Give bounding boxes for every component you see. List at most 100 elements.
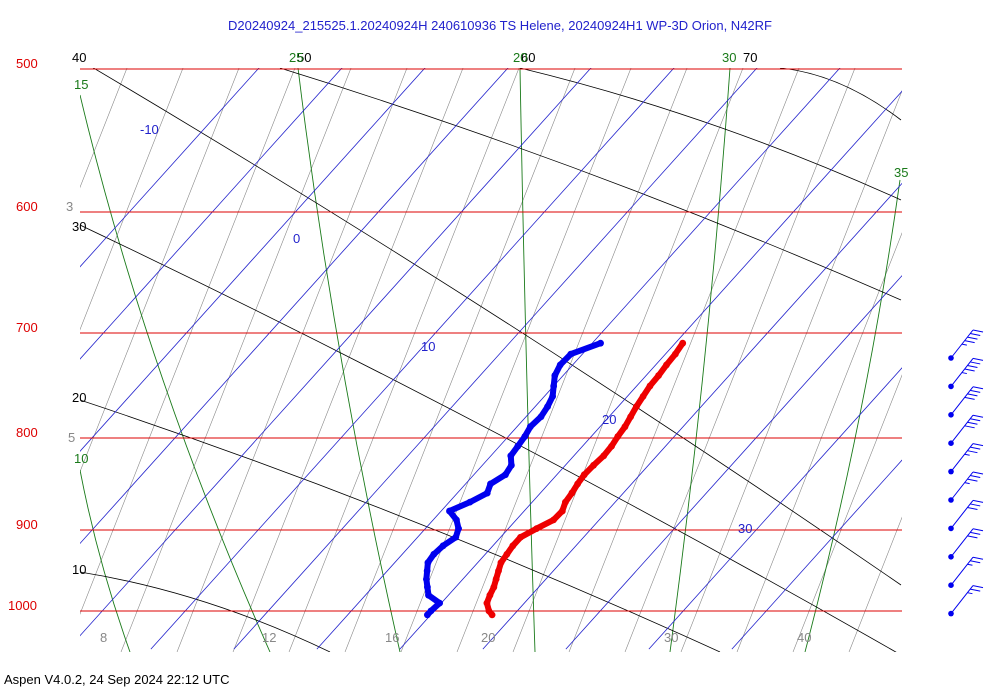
- isotherm-line: [233, 68, 758, 650]
- dry-adiabat-label: 20: [72, 390, 86, 405]
- dewpoint-point: [436, 599, 444, 607]
- temperature-point: [495, 567, 502, 575]
- wind-barb-flag: [967, 506, 978, 510]
- moist-adiabat-label: 15: [74, 77, 88, 92]
- moist-adiabat-line: [519, 68, 536, 652]
- wind-barb-flag: [970, 333, 981, 337]
- wind-barb-flag: [970, 389, 981, 393]
- temperature-point: [497, 559, 505, 567]
- dry-adiabat-label: 10: [72, 562, 86, 577]
- dewpoint-point: [483, 489, 491, 497]
- wind-barb: [948, 357, 984, 390]
- wind-barb-flag: [972, 443, 984, 447]
- temperature-point: [492, 575, 500, 583]
- moist-adiabat-label: 35: [894, 165, 908, 180]
- mixing-ratio-label: 40: [797, 630, 811, 645]
- wind-barb: [948, 329, 984, 361]
- pressure-label: 900: [16, 517, 38, 532]
- isotherm-lines: [80, 68, 902, 650]
- temperature-trace: [483, 340, 686, 618]
- dewpoint-point: [425, 591, 432, 599]
- mixing-ratio-line: [80, 68, 128, 189]
- moist-adiabat-line: [669, 68, 731, 652]
- dry-adiabat-lines: [80, 68, 902, 652]
- pressure-label: 500: [16, 56, 38, 71]
- temperature-point: [558, 507, 566, 515]
- temperature-point: [517, 533, 524, 541]
- temperature-point: [580, 471, 588, 479]
- dewpoint-point: [453, 516, 460, 524]
- wind-barb-flag: [964, 425, 975, 429]
- isotherm-line: [150, 68, 675, 650]
- isotherm-label: 10: [421, 339, 435, 354]
- isotherm-line: [482, 182, 902, 650]
- temperature-point: [488, 611, 496, 619]
- mixing-ratio-line: [344, 68, 576, 652]
- temperature-point: [486, 591, 494, 599]
- dewpoint-point: [466, 498, 474, 506]
- axis-labels: 500 600 700 800 900 1000 -10 0 10 20 30 40 50 60 70 30 2…: [8, 50, 908, 645]
- temperature-point: [574, 480, 582, 488]
- wind-barb-staff: [950, 585, 974, 614]
- moist-adiabat-line: [297, 68, 401, 652]
- wind-barb-staff: [950, 556, 974, 586]
- wind-barb: [948, 471, 984, 503]
- temperature-point: [646, 382, 654, 390]
- wind-barb-flag: [970, 418, 981, 422]
- wind-barb-flag: [970, 560, 981, 564]
- isotherm-line: [80, 68, 343, 360]
- isotherm-label: 20: [602, 412, 616, 427]
- dewpoint-point: [597, 339, 604, 347]
- wind-barb-flag: [972, 528, 984, 532]
- wind-barb-flag: [972, 414, 984, 418]
- temperature-point: [509, 542, 517, 550]
- dewpoint-point: [487, 480, 494, 488]
- dewpoint-point: [452, 533, 460, 541]
- isotherm-line: [316, 68, 841, 650]
- wind-barb-flag: [967, 421, 978, 425]
- wind-barb-flag: [967, 336, 978, 340]
- moist-adiabat-line: [80, 94, 271, 652]
- dry-adiabat-line: [519, 68, 902, 201]
- temperature-point: [679, 339, 687, 347]
- dewpoint-point: [439, 542, 447, 550]
- mixing-ratio-line: [80, 68, 296, 615]
- temperature-point: [568, 489, 576, 497]
- mixing-ratio-label: 5: [68, 430, 75, 445]
- isotherm-line: [731, 459, 902, 650]
- dewpoint-point: [423, 575, 430, 583]
- dewpoint-point: [544, 403, 551, 411]
- mixing-ratio-line: [568, 68, 800, 652]
- isotherm-line: [80, 68, 592, 637]
- mixing-ratio-line: [0, 68, 15, 652]
- temperature-point: [632, 403, 640, 411]
- wind-barb: [948, 556, 984, 588]
- wind-barb-half: [964, 482, 970, 485]
- wind-barb-flag: [972, 357, 984, 361]
- mixing-ratio-label: 16: [385, 630, 399, 645]
- dry-adiabat-line: [80, 224, 897, 652]
- temperature-point: [655, 372, 662, 379]
- dewpoint-point: [446, 507, 453, 515]
- wind-barb-flag: [967, 535, 978, 539]
- mixing-ratio-line: [792, 374, 902, 652]
- dewpoint-point: [502, 471, 509, 479]
- dewpoint-trace: [423, 340, 604, 618]
- dry-adiabat-label: 70: [743, 50, 757, 65]
- wind-barb-flag: [972, 585, 984, 589]
- wind-barb-half: [961, 343, 967, 346]
- wind-barb-half: [961, 372, 967, 375]
- dewpoint-point: [550, 382, 558, 390]
- chart-title: D20240924_215525.1.20240924H 240610936 T…: [228, 18, 772, 33]
- dewpoint-point: [430, 550, 438, 558]
- mixing-ratio-line: [512, 68, 744, 652]
- moist-adiabat-label: 10: [74, 451, 88, 466]
- wind-barb-flag: [964, 340, 975, 344]
- mixing-ratio-label: 20: [481, 630, 495, 645]
- isotherm-line: [80, 68, 426, 452]
- dry-adiabat-label: 30: [72, 219, 86, 234]
- dewpoint-point: [423, 567, 431, 575]
- mixing-ratio-line: [736, 232, 902, 652]
- wind-barb-staff: [950, 386, 974, 416]
- dewpoint-point: [507, 452, 515, 460]
